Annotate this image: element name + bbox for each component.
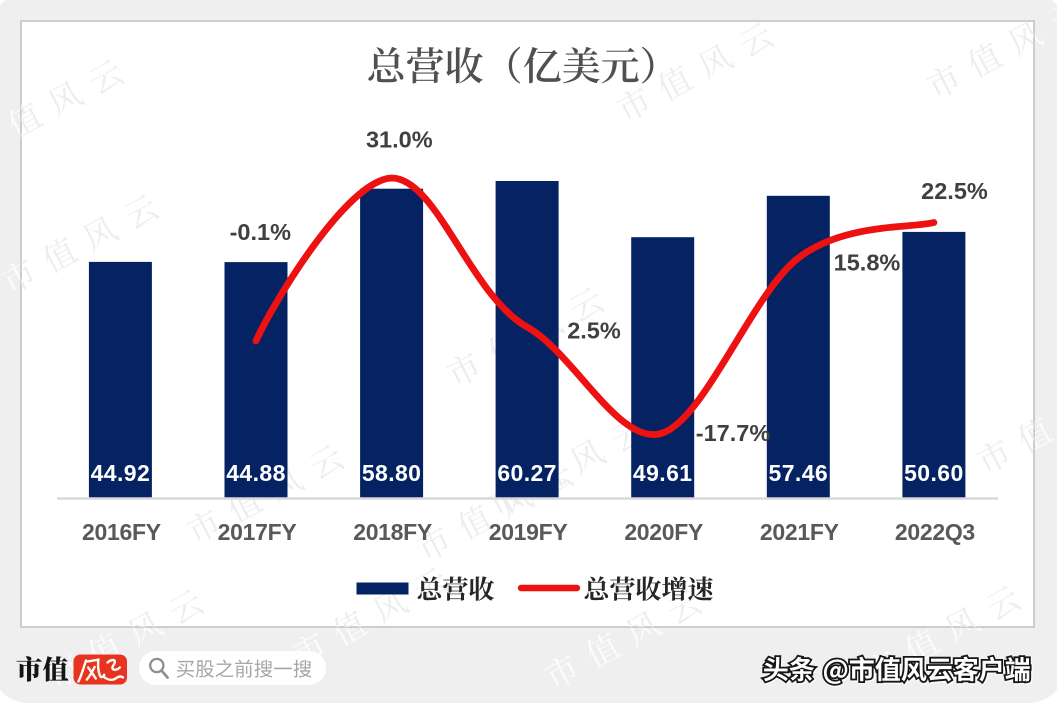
svg-text:44.88: 44.88 <box>226 460 286 486</box>
svg-text:57.46: 57.46 <box>769 460 829 486</box>
svg-text:2021FY: 2021FY <box>760 519 839 545</box>
svg-text:2022Q3: 2022Q3 <box>895 519 975 545</box>
svg-text:58.80: 58.80 <box>362 460 422 486</box>
svg-text:2018FY: 2018FY <box>353 519 432 545</box>
svg-text:44.92: 44.92 <box>91 460 151 486</box>
svg-text:22.5%: 22.5% <box>921 178 988 204</box>
svg-text:15.8%: 15.8% <box>834 250 901 276</box>
svg-text:2017FY: 2017FY <box>218 519 297 545</box>
svg-text:2020FY: 2020FY <box>624 519 703 545</box>
svg-text:2019FY: 2019FY <box>489 519 568 545</box>
svg-text:2016FY: 2016FY <box>82 519 161 545</box>
svg-text:2.5%: 2.5% <box>567 318 621 344</box>
svg-text:-0.1%: -0.1% <box>230 219 291 245</box>
svg-text:31.0%: 31.0% <box>366 127 433 153</box>
svg-text:-17.7%: -17.7% <box>696 420 771 446</box>
svg-text:50.60: 50.60 <box>904 460 964 486</box>
svg-text:60.27: 60.27 <box>497 460 557 486</box>
svg-text:49.61: 49.61 <box>633 460 693 486</box>
